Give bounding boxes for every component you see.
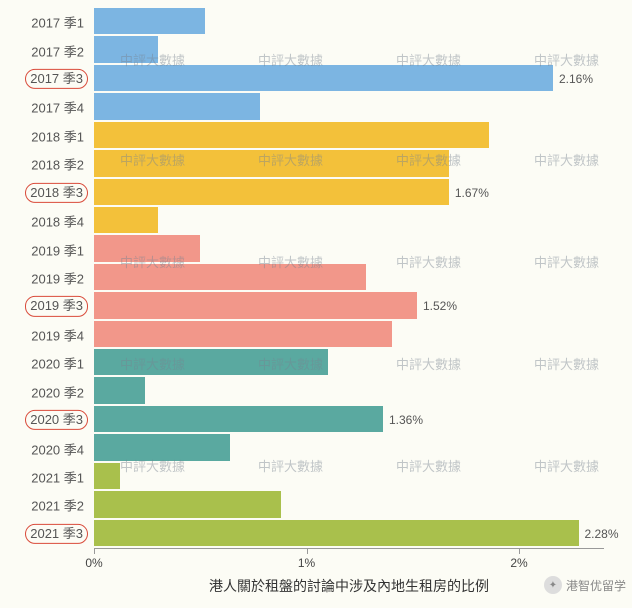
- y-axis-label: 2018 季2: [27, 155, 88, 174]
- y-axis-label: 2018 季3: [25, 183, 88, 203]
- bar-value-label: 2.28%: [585, 527, 619, 541]
- bar: [94, 406, 383, 432]
- bar: [94, 463, 120, 489]
- bar: [94, 520, 579, 546]
- source-badge: ✦ 港智优留学: [544, 576, 626, 594]
- y-axis-label: 2020 季4: [27, 439, 88, 458]
- bar-row: 2017 季2: [94, 36, 604, 64]
- bar-value-label: 1.36%: [389, 413, 423, 427]
- bar: [94, 122, 489, 148]
- bar-row: 2017 季32.16%: [94, 65, 604, 93]
- bar-row: 2021 季1: [94, 463, 604, 491]
- bar-row: 2020 季31.36%: [94, 406, 604, 434]
- y-axis-label: 2020 季3: [25, 410, 88, 430]
- bar-row: 2017 季1: [94, 8, 604, 36]
- plot-area: 2017 季12017 季22017 季32.16%2017 季42018 季1…: [94, 8, 604, 548]
- y-axis-label: 2021 季3: [25, 524, 88, 544]
- bar-row: 2017 季4: [94, 93, 604, 121]
- bar: [94, 434, 230, 460]
- bar-row: 2019 季4: [94, 321, 604, 349]
- bar-row: 2020 季4: [94, 434, 604, 462]
- bar: [94, 491, 281, 517]
- bar-row: 2021 季2: [94, 491, 604, 519]
- bar-value-label: 2.16%: [559, 72, 593, 86]
- bar-row: 2020 季1: [94, 349, 604, 377]
- y-axis-label: 2021 季1: [27, 467, 88, 486]
- bar-row: 2019 季31.52%: [94, 292, 604, 320]
- bar-value-label: 1.52%: [423, 299, 457, 313]
- source-badge-icon: ✦: [544, 576, 562, 594]
- x-axis-line: [94, 548, 604, 549]
- bar: [94, 292, 417, 318]
- x-tick: 0%: [94, 548, 95, 554]
- bar: [94, 377, 145, 403]
- x-tick: 1%: [307, 548, 308, 554]
- bar-row: 2018 季31.67%: [94, 179, 604, 207]
- bar-row: 2019 季1: [94, 235, 604, 263]
- y-axis-label: 2019 季1: [27, 240, 88, 259]
- bar: [94, 150, 449, 176]
- x-tick-label: 1%: [298, 556, 315, 570]
- x-tick: 2%: [519, 548, 520, 554]
- bar: [94, 264, 366, 290]
- bar-row: 2018 季1: [94, 122, 604, 150]
- y-axis-label: 2021 季2: [27, 496, 88, 515]
- bar: [94, 321, 392, 347]
- bar: [94, 179, 449, 205]
- bar: [94, 36, 158, 62]
- x-tick-label: 0%: [85, 556, 102, 570]
- bar-row: 2019 季2: [94, 264, 604, 292]
- bar-row: 2018 季2: [94, 150, 604, 178]
- bar: [94, 8, 205, 34]
- y-axis-label: 2018 季1: [27, 126, 88, 145]
- y-axis-label: 2018 季4: [27, 212, 88, 231]
- bar: [94, 349, 328, 375]
- y-axis-label: 2019 季2: [27, 268, 88, 287]
- y-axis-label: 2019 季3: [25, 296, 88, 316]
- bar: [94, 65, 553, 91]
- bar-value-label: 1.67%: [455, 186, 489, 200]
- bar-row: 2018 季4: [94, 207, 604, 235]
- bar: [94, 93, 260, 119]
- bar: [94, 235, 200, 261]
- chart-container: 2017 季12017 季22017 季32.16%2017 季42018 季1…: [0, 0, 632, 608]
- bar-row: 2021 季32.28%: [94, 520, 604, 548]
- x-axis-title: 港人關於租盤的討論中涉及內地生租房的比例: [94, 576, 604, 596]
- y-axis-label: 2017 季1: [27, 13, 88, 32]
- source-badge-text: 港智优留学: [566, 577, 626, 594]
- bar: [94, 207, 158, 233]
- x-tick-label: 2%: [510, 556, 527, 570]
- y-axis-label: 2020 季1: [27, 354, 88, 373]
- y-axis-label: 2017 季2: [27, 41, 88, 60]
- bar-row: 2020 季2: [94, 377, 604, 405]
- y-axis-label: 2020 季2: [27, 382, 88, 401]
- y-axis-label: 2017 季3: [25, 69, 88, 89]
- y-axis-label: 2017 季4: [27, 98, 88, 117]
- y-axis-label: 2019 季4: [27, 325, 88, 344]
